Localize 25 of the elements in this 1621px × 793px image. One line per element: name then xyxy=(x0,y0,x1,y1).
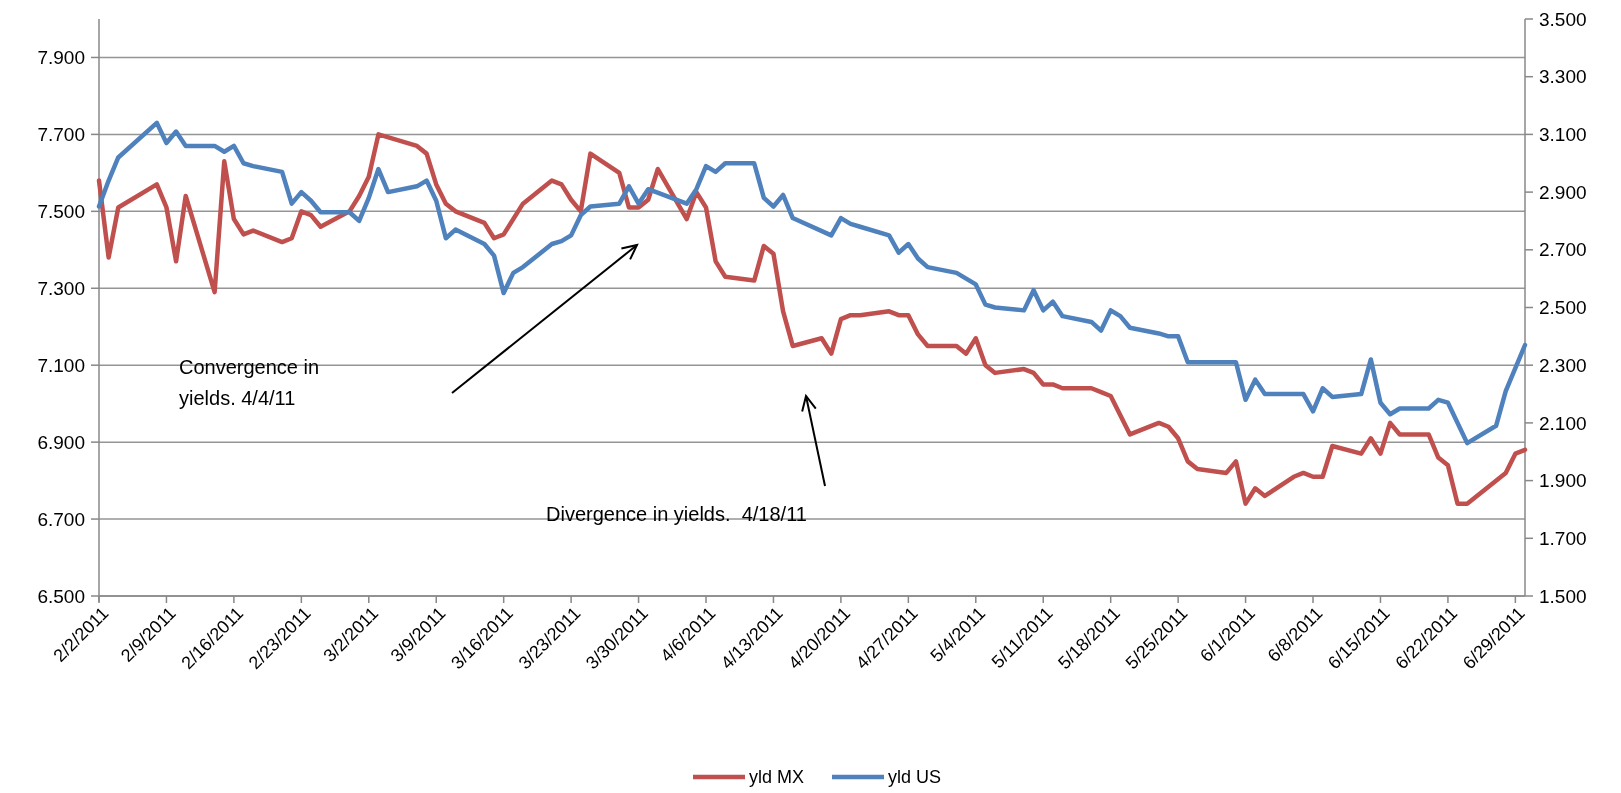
y-tick-label: 7.300 xyxy=(37,277,85,299)
annotation: Divergence in yields. 4/18/11 xyxy=(546,503,807,525)
y-tick-label: 6.900 xyxy=(37,431,85,453)
y2-tick-label: 3.500 xyxy=(1539,8,1587,30)
line-series xyxy=(96,120,1528,446)
y2-tick-label: 2.500 xyxy=(1539,297,1587,319)
y-tick-label: 7.100 xyxy=(37,354,85,376)
y2-tick-label: 3.300 xyxy=(1539,66,1587,88)
y-tick-label: 7.900 xyxy=(37,47,85,69)
y-tick-label: 6.500 xyxy=(37,585,85,607)
y2-tick-label: 1.700 xyxy=(1539,527,1587,549)
y2-tick-label: 2.100 xyxy=(1539,412,1587,434)
y2-tick-label: 1.900 xyxy=(1539,470,1587,492)
y-tick-label: 7.500 xyxy=(37,200,85,222)
y-tick-label: 7.700 xyxy=(37,124,85,146)
y2-tick-label: 2.300 xyxy=(1539,354,1587,376)
y2-tick-label: 1.500 xyxy=(1539,585,1587,607)
legend-label: yld MX xyxy=(749,767,805,788)
legend-label: yld US xyxy=(888,767,942,788)
annotation: Convergence in yields. 4/4/11 xyxy=(179,356,320,409)
line-series xyxy=(96,132,1528,506)
y-tick-label: 6.700 xyxy=(37,508,85,530)
y2-tick-label: 2.700 xyxy=(1539,239,1587,261)
y2-tick-label: 2.900 xyxy=(1539,181,1587,203)
y2-tick-label: 3.100 xyxy=(1539,124,1587,146)
